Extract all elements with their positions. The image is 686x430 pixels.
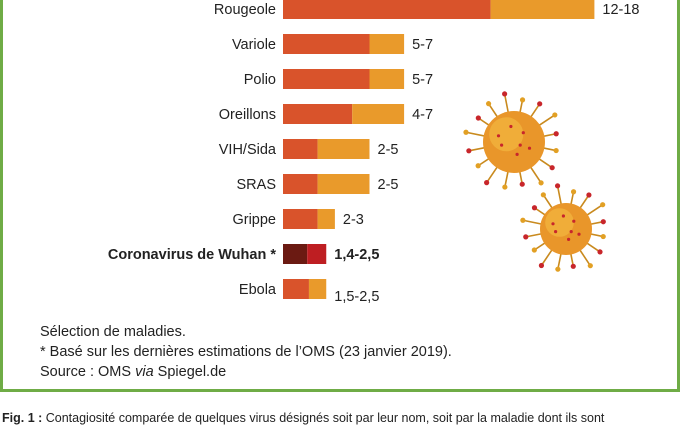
bar-low [283,69,370,89]
value-label: 12-18 [602,2,639,18]
note-footnote: * Basé sur les dernières estimations de … [40,344,452,360]
bar-low [283,209,318,229]
note-selection: Sélection de maladies. [40,324,186,340]
chart-frame [0,0,680,392]
bar-low [283,174,318,194]
virus-icon [463,91,559,190]
bar-high [369,69,405,89]
bar-low [283,139,318,159]
value-label: 2-5 [378,177,399,193]
bar-high [317,139,370,159]
bar-high [490,0,595,19]
bar-high [317,209,335,229]
category-label: Grippe [232,212,276,228]
value-label: 1,4-2,5 [334,247,379,263]
chart-notes: Sélection de maladies. * Basé sur les de… [40,322,452,382]
category-label: Rougeole [214,2,276,18]
category-label: SRAS [237,177,277,193]
note-source: Source : OMS via Spiegel.de [40,364,227,380]
value-label: 1,5-2,5 [334,289,379,305]
value-label: 4-7 [412,107,433,123]
value-label: 5-7 [412,72,433,88]
category-label: Coronavirus de Wuhan * [108,247,276,263]
bar-low [283,0,491,19]
bar-chart: Rougeole 12-18 Variole 5-7 Polio 5-7 Oreillons… [108,0,639,305]
bar-low [283,34,370,54]
category-label: Polio [244,72,276,88]
value-label: 2-5 [378,142,399,158]
bar-high [352,104,405,124]
bar-low [283,244,308,264]
category-label: Ebola [239,282,277,298]
bar-high [307,244,327,264]
category-label: Oreillons [219,107,276,123]
bar-low [283,279,309,299]
value-label: 2-3 [343,212,364,228]
bar-high [369,34,405,54]
category-label: VIH/Sida [219,142,277,158]
bar-high [308,279,327,299]
value-label: 5-7 [412,37,433,53]
caption-text: Contagiosité comparée de quelques virus … [42,411,605,425]
bar-low [283,104,353,124]
caption-label: Fig. 1 : [2,411,43,425]
category-label: Variole [232,37,276,53]
figure-caption: Fig. 1 : Contagiosité comparée de quelqu… [2,411,604,425]
bar-high [317,174,370,194]
virus-icon [520,183,606,272]
